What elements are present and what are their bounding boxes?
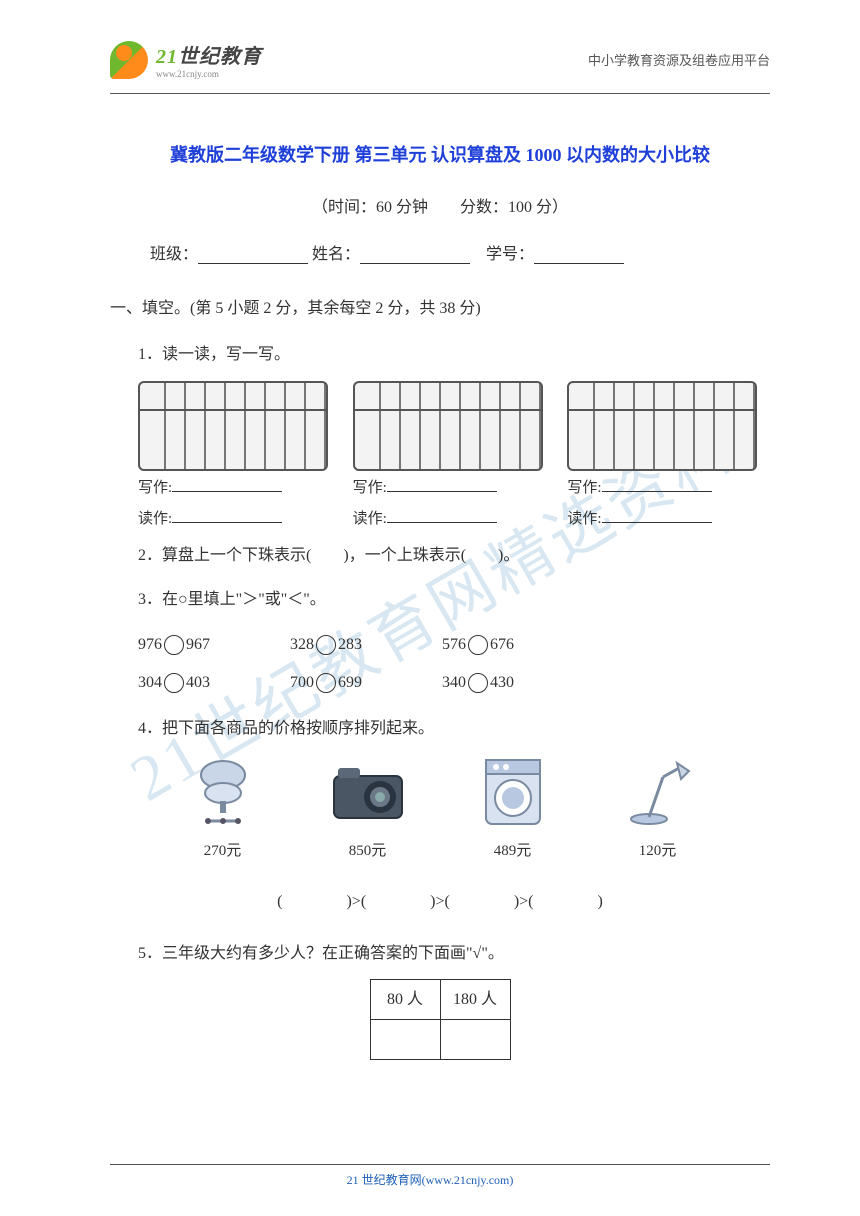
write-label-3: 写作: [567,480,601,496]
q5-opt-1: 80 人 [370,980,440,1020]
logo-main-text: 21世纪教育 [156,40,262,69]
logo: 21世纪教育 www.21cnjy.com [110,40,262,79]
washer-icon [473,757,553,827]
q2-mid: )，一个上珠表示( [343,547,466,564]
q1-text: 1．读一读，写一写。 [138,336,770,374]
products-row: 270元 850元 489元 120元 [150,757,730,869]
ordering-blanks[interactable]: ( )>( )>( )>( ) [110,883,770,921]
product-chair: 270元 [183,757,263,869]
write-label-1: 写作: [138,480,172,496]
abacus-col-3: 写作: 读作: [567,381,770,533]
section-1-head: 一、填空。(第 5 小题 2 分，其余每空 2 分，共 38 分) [110,290,770,328]
q4-text: 4．把下面各商品的价格按顺序排列起来。 [138,710,770,748]
time-score-meta: （时间：60 分钟 分数：100 分） [110,189,770,227]
lamp-icon [618,757,698,827]
read-label-2: 读作: [353,511,387,527]
abacus-row: 写作: 读作: 写作: 读作: 写作: 读作: [138,381,770,533]
write-blank-3[interactable] [602,478,712,492]
read-blank-3[interactable] [602,509,712,523]
price-camera: 850元 [349,833,387,869]
q5-text: 5．三年级大约有多少人？在正确答案的下面画"√"。 [138,935,770,973]
page-header: 21世纪教育 www.21cnjy.com 中小学教育资源及组卷应用平台 [0,0,860,89]
student-info-line: 班级： 姓名： 学号： [110,236,770,274]
document-title: 冀教版二年级数学下册 第三单元 认识算盘及 1000 以内数的大小比较 [110,134,770,177]
read-blank-2[interactable] [387,509,497,523]
name-blank[interactable] [360,246,470,264]
compare-row-1: 976967 328283 576676 [138,626,770,664]
q3-text: 3．在○里填上"＞"或"＜"。 [138,581,770,619]
price-lamp: 120元 [639,833,677,869]
q5-answer-2[interactable] [440,1020,510,1060]
read-blank-1[interactable] [172,509,282,523]
product-lamp: 120元 [618,757,698,869]
footer-text: 21 世纪教育网(www.21cnjy.com) [0,1171,860,1188]
q5-opt-2: 180 人 [440,980,510,1020]
abacus-icon-2 [353,381,543,471]
class-blank[interactable] [198,246,308,264]
read-label-3: 读作: [567,511,601,527]
page-footer: 21 世纪教育网(www.21cnjy.com) [0,1164,860,1188]
page-content: 冀教版二年级数学下册 第三单元 认识算盘及 1000 以内数的大小比较 （时间：… [0,94,860,1060]
name-label: 姓名： [312,246,360,263]
q2-post: )。 [498,547,519,564]
cmp-1-1[interactable]: 976967 [138,626,210,664]
abacus-icon-1 [138,381,328,471]
product-camera: 850元 [328,757,408,869]
logo-icon [110,41,148,79]
cmp-2-2[interactable]: 700699 [290,664,362,702]
write-blank-1[interactable] [172,478,282,492]
price-washer: 489元 [494,833,532,869]
price-chair: 270元 [204,833,242,869]
write-label-2: 写作: [353,480,387,496]
q2-pre: 2．算盘上一个下珠表示( [138,547,311,564]
header-right-text: 中小学教育资源及组卷应用平台 [588,50,770,69]
id-blank[interactable] [534,246,624,264]
cmp-2-1[interactable]: 304403 [138,664,210,702]
q2-text: 2．算盘上一个下珠表示( )，一个上珠表示( )。 [138,537,770,575]
cmp-2-3[interactable]: 340430 [442,664,514,702]
camera-icon [328,757,408,827]
read-label-1: 读作: [138,511,172,527]
cmp-1-3[interactable]: 576676 [442,626,514,664]
chair-icon [183,757,263,827]
q5-answer-1[interactable] [370,1020,440,1060]
abacus-col-2: 写作: 读作: [353,381,556,533]
product-washer: 489元 [473,757,553,869]
logo-url: www.21cnjy.com [156,69,262,79]
abacus-col-1: 写作: 读作: [138,381,341,533]
logo-rest: 世纪教育 [178,46,262,68]
class-label: 班级： [150,246,198,263]
footer-divider [110,1164,770,1165]
logo-21: 21 [156,46,178,68]
cmp-1-2[interactable]: 328283 [290,626,362,664]
q5-table: 80 人 180 人 [370,979,511,1060]
id-label: 学号： [486,246,534,263]
write-blank-2[interactable] [387,478,497,492]
abacus-icon-3 [567,381,757,471]
compare-row-2: 304403 700699 340430 [138,664,770,702]
